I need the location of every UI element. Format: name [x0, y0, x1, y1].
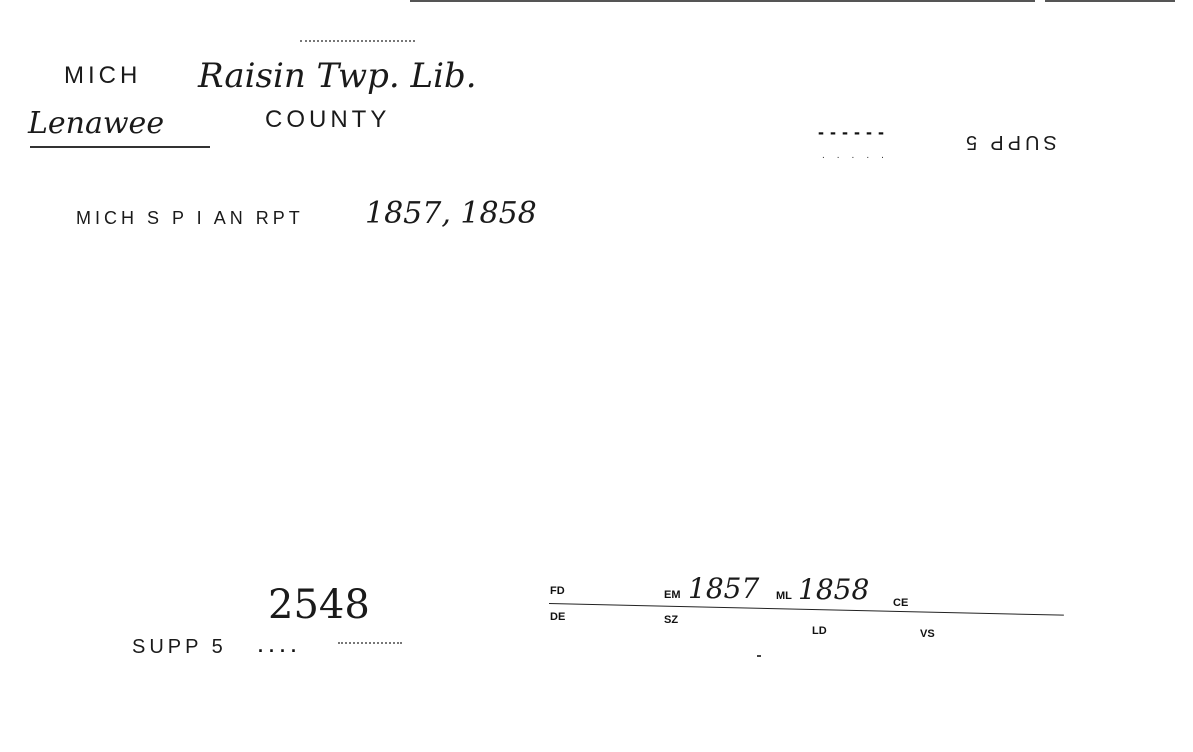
- ml-label: ML: [776, 590, 792, 602]
- ml-value: 1858: [798, 573, 870, 606]
- sz-label: SZ: [664, 614, 679, 626]
- em-label: EM: [664, 589, 681, 601]
- stray-mark: [757, 655, 761, 657]
- card-number: 2548: [268, 582, 370, 628]
- county-label: COUNTY: [265, 106, 391, 133]
- ce-label: CE: [893, 597, 909, 609]
- source-typed: MICH S P I AN RPT: [76, 208, 304, 228]
- library-name: Raisin Twp. Lib.: [198, 56, 477, 96]
- em-value: 1857: [688, 572, 760, 605]
- county-name: Lenawee: [28, 106, 165, 141]
- top-border-line: [410, 0, 1035, 2]
- source-years: 1857, 1858: [365, 196, 537, 231]
- supp-label: SUPP 5: [132, 636, 227, 658]
- state-abbrev: MICH: [64, 62, 142, 89]
- inverted-dots: ------: [818, 122, 890, 142]
- ld-label: LD: [812, 625, 827, 637]
- supp-dots: ....: [258, 636, 303, 656]
- supp-faint-marks: [338, 642, 402, 647]
- supp-code-inverted: SUPP 5: [962, 131, 1057, 153]
- top-border-line-right: [1045, 0, 1175, 2]
- de-label: DE: [550, 611, 566, 623]
- inverted-dots-lower: .....: [822, 150, 896, 161]
- fd-label: FD: [550, 585, 565, 597]
- faint-marks: [300, 40, 415, 44]
- county-name-underline: [30, 146, 210, 148]
- vs-label: VS: [920, 628, 935, 640]
